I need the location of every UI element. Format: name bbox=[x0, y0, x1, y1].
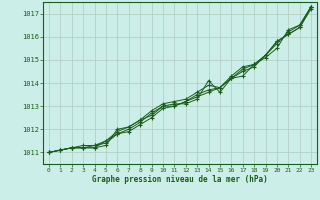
X-axis label: Graphe pression niveau de la mer (hPa): Graphe pression niveau de la mer (hPa) bbox=[92, 175, 268, 184]
